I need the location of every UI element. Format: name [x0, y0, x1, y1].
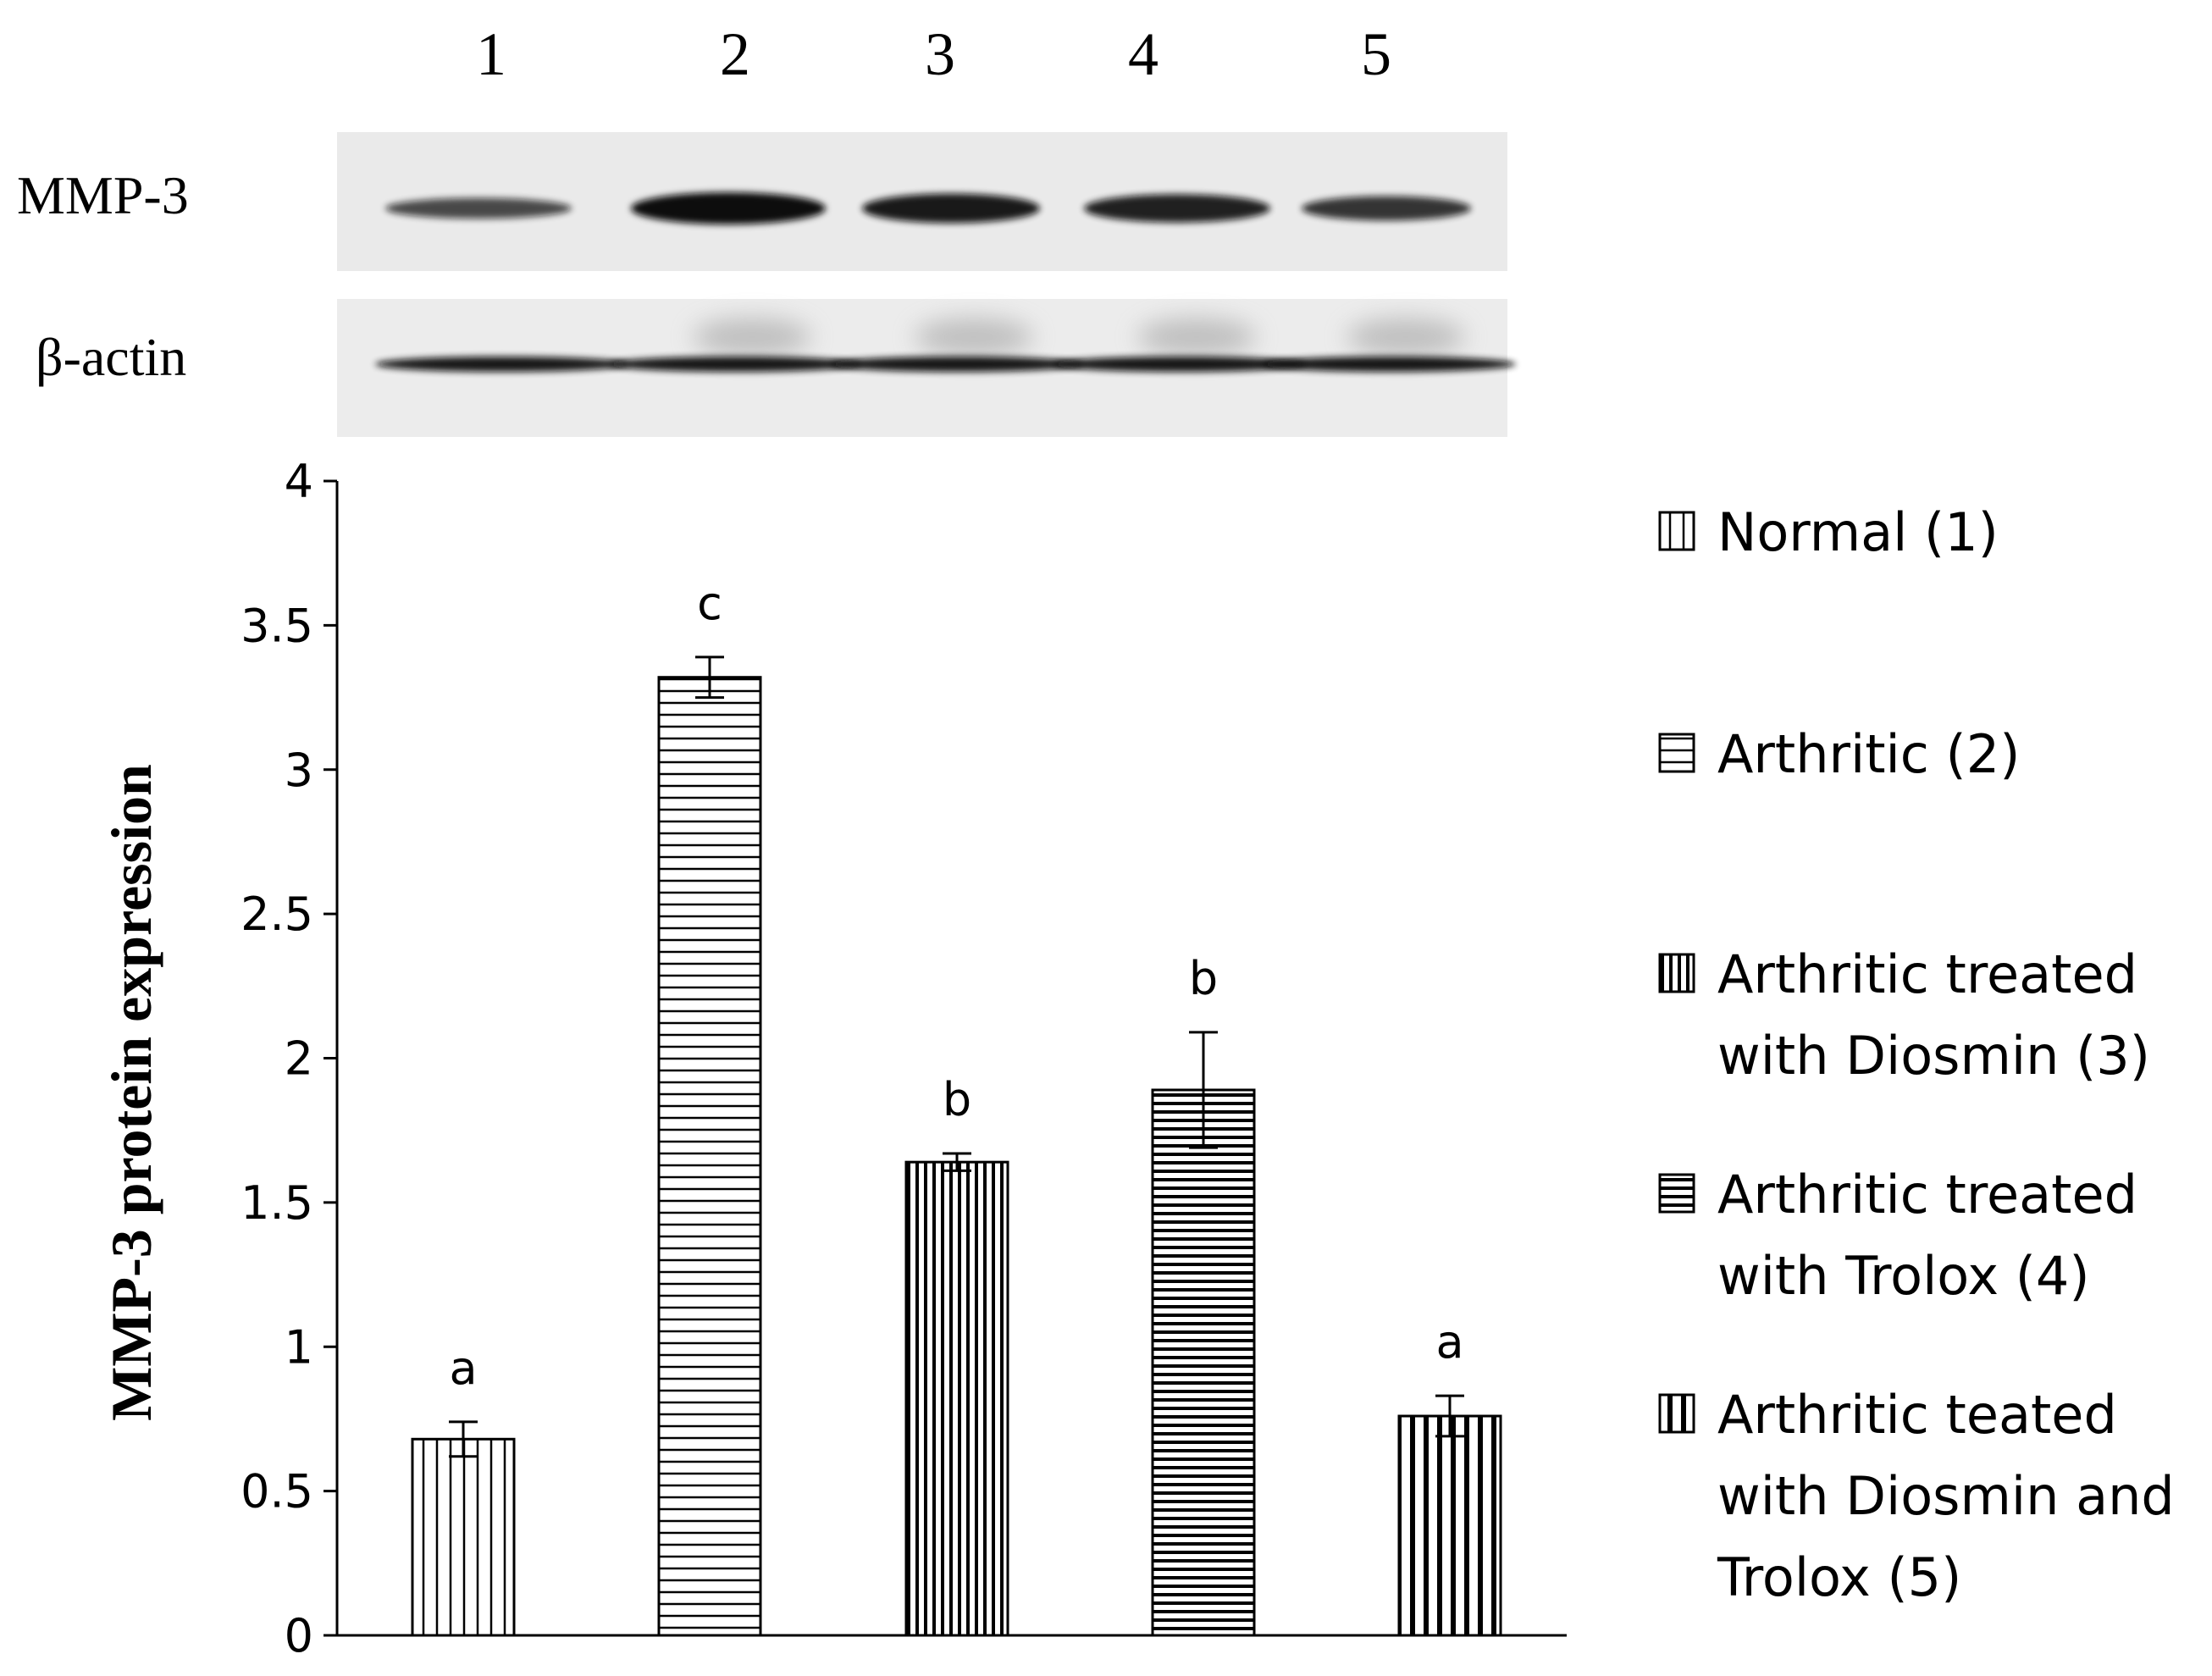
mmp3-bands: [385, 192, 1471, 224]
y-tick-label: 1: [285, 1320, 313, 1374]
western-blot: MMP-3 β-actin: [17, 132, 1516, 437]
bar: [411, 1437, 516, 1637]
bar: [657, 676, 762, 1637]
legend-swatch: [1658, 733, 1695, 773]
error-bars: [449, 655, 1464, 1458]
y-tick-label: 2: [285, 1032, 313, 1086]
legend-item: Arthritic treated with Trolox (4): [1658, 1164, 2137, 1307]
bar: [1397, 1414, 1502, 1637]
legend-label: Arthritic treated: [1717, 1164, 2137, 1225]
legend-swatch: [1658, 511, 1695, 551]
legend-label: with Diosmin and: [1717, 1465, 2175, 1527]
lane-number: 3: [925, 20, 955, 88]
beta-actin-band: [1262, 357, 1516, 372]
lane-numbers: 1 2 3 4 5: [476, 20, 1391, 88]
lane-number: 4: [1128, 20, 1159, 88]
beta-actin-bands: [375, 318, 1516, 372]
legend-label: with Trolox (4): [1717, 1245, 2090, 1307]
bar: [1151, 1088, 1256, 1637]
error-bar: [695, 655, 724, 700]
beta-actin-smear: [915, 318, 1033, 356]
significance-label: a: [449, 1341, 477, 1395]
legend-item: Normal (1): [1658, 501, 1999, 563]
legend: Normal (1) Arthritic (2) Arthritic treated…: [1658, 501, 2175, 1608]
lane-number: 5: [1361, 20, 1391, 88]
beta-actin-smear: [1347, 318, 1465, 356]
error-bar: [943, 1152, 971, 1172]
significance-label: b: [1189, 952, 1218, 1005]
significance-label: b: [943, 1073, 971, 1126]
beta-actin-smear: [1137, 318, 1256, 356]
legend-label: Normal (1): [1717, 501, 1999, 563]
legend-label: Arthritic teated: [1717, 1384, 2117, 1446]
legend-item: Arthritic treated with Diosmin (3): [1658, 943, 2150, 1087]
y-tick-label: 2.5: [241, 888, 313, 941]
mmp3-band: [1084, 194, 1270, 223]
lane-number: 2: [720, 20, 750, 88]
beta-actin-band: [1053, 357, 1307, 372]
legend-swatch: [1658, 1173, 1695, 1214]
beta-actin-band: [608, 357, 862, 372]
mmp3-band: [631, 192, 826, 224]
y-tick-label: 4: [285, 455, 313, 508]
mmp3-band: [1302, 196, 1471, 221]
y-tick-label: 0.5: [241, 1465, 313, 1518]
legend-item: Arthritic (2): [1658, 723, 2020, 785]
mmp3-band: [385, 197, 572, 219]
y-tick-label: 1.5: [241, 1176, 313, 1230]
y-tick-label: 0: [285, 1609, 313, 1662]
legend-label: Arthritic treated: [1717, 943, 2137, 1005]
legend-label: Trolox (5): [1717, 1546, 1961, 1608]
mmp3-row-label: MMP-3: [17, 165, 189, 225]
beta-actin-smear: [693, 318, 811, 356]
lane-number: 1: [476, 20, 506, 88]
legend-label: with Diosmin (3): [1717, 1025, 2150, 1087]
legend-label: Arthritic (2): [1717, 723, 2020, 785]
error-bar: [449, 1420, 478, 1458]
significance-labels: a c b b a: [449, 577, 1463, 1395]
beta-actin-row-label: β-actin: [36, 327, 186, 387]
mmp3-band: [862, 193, 1040, 224]
error-bar: [1189, 1031, 1218, 1149]
legend-swatch: [1658, 953, 1695, 993]
legend-swatch: [1658, 1393, 1695, 1434]
beta-actin-band: [830, 357, 1084, 372]
y-axis-title: MMP-3 protein expression: [99, 764, 163, 1421]
bar-chart: 0 0.5 1 1.5 2 2.5 3 3.5 4 a c b b a MMP-3 protein ex…: [99, 455, 2175, 1662]
significance-label: a: [1435, 1315, 1463, 1369]
bar: [904, 1160, 1009, 1637]
significance-label: c: [697, 577, 722, 630]
beta-actin-band: [375, 357, 629, 372]
legend-item: Arthritic teated with Diosmin and Trolox (…: [1658, 1384, 2175, 1608]
y-tick-label: 3: [285, 744, 313, 797]
error-bar: [1435, 1394, 1464, 1438]
y-tick-label: 3.5: [241, 599, 313, 652]
y-axis-ticks: 0 0.5 1 1.5 2 2.5 3 3.5 4: [241, 455, 337, 1662]
